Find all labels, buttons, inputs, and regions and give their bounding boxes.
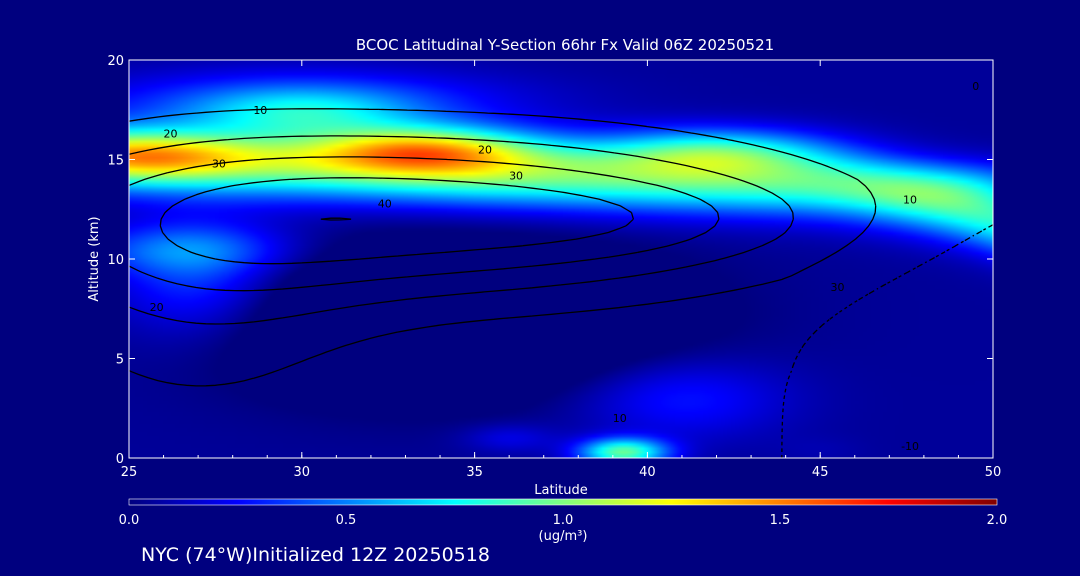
contour-label: 10 <box>613 412 627 425</box>
contour-line <box>129 135 794 325</box>
x-axis-label: Latitude <box>534 483 588 498</box>
contour-label: 30 <box>830 281 844 294</box>
y-tick-label: 15 <box>107 154 124 169</box>
x-tick-label: 25 <box>121 465 138 480</box>
contour-line <box>129 108 877 387</box>
chart-title: BCOC Latitudinal Y-Section 66hr Fx Valid… <box>356 36 774 54</box>
colorbar-tick-label: 0.0 <box>119 513 140 528</box>
contour-label: 10 <box>253 104 267 117</box>
y-tick-label: 5 <box>116 353 124 368</box>
contour-label: -10 <box>901 440 919 453</box>
colorbar-gradient <box>128 498 998 506</box>
contour-label: 30 <box>212 157 226 170</box>
x-tick-label: 35 <box>466 465 483 480</box>
colorbar-tick-label: 1.0 <box>553 513 574 528</box>
plot-area: 0 10 20 20 30 30 40 10 30 20 10 -10 <box>128 59 994 459</box>
contour-label: 20 <box>478 144 492 157</box>
colorbar-ticks: 0.0 0.5 1.0 1.5 2.0 <box>119 513 1008 528</box>
x-axis: 25 30 35 40 45 50 <box>121 60 1002 480</box>
colorbar-tick-label: 0.5 <box>336 513 357 528</box>
contour-line <box>159 177 635 265</box>
x-tick-label: 45 <box>812 465 829 480</box>
contour-label: 20 <box>150 301 164 314</box>
y-tick-label: 0 <box>116 452 124 467</box>
contour-label: 10 <box>903 193 917 206</box>
contour-line <box>320 217 352 221</box>
y-axis-label: Altitude (km) <box>87 216 102 301</box>
x-tick-label: 30 <box>294 465 311 480</box>
contour-label: 40 <box>378 197 392 210</box>
x-tick-label: 50 <box>985 465 1002 480</box>
x-tick-label: 40 <box>639 465 656 480</box>
colorbar-tick-label: 2.0 <box>987 513 1008 528</box>
footer-text: NYC (74°W)Initialized 12Z 20250518 <box>141 544 490 566</box>
contour-line <box>129 156 720 292</box>
colorbar-unit: (ug/m³) <box>539 529 588 544</box>
y-tick-label: 20 <box>107 54 124 69</box>
concentration-field <box>129 60 993 458</box>
contour-label: 30 <box>509 169 523 182</box>
colorbar: 0.0 0.5 1.0 1.5 2.0 (ug/m³) <box>119 498 1008 544</box>
contour-label: 0 <box>972 80 979 93</box>
contour-label: 20 <box>163 128 177 141</box>
contour-label-layer: 0 10 20 20 30 30 40 10 30 20 10 -10 <box>150 80 980 453</box>
y-axis: 0 5 10 15 20 <box>107 54 993 467</box>
contour-layer <box>129 108 993 458</box>
y-tick-label: 10 <box>107 253 124 268</box>
colorbar-tick-label: 1.5 <box>770 513 791 528</box>
contour-line <box>781 224 993 458</box>
